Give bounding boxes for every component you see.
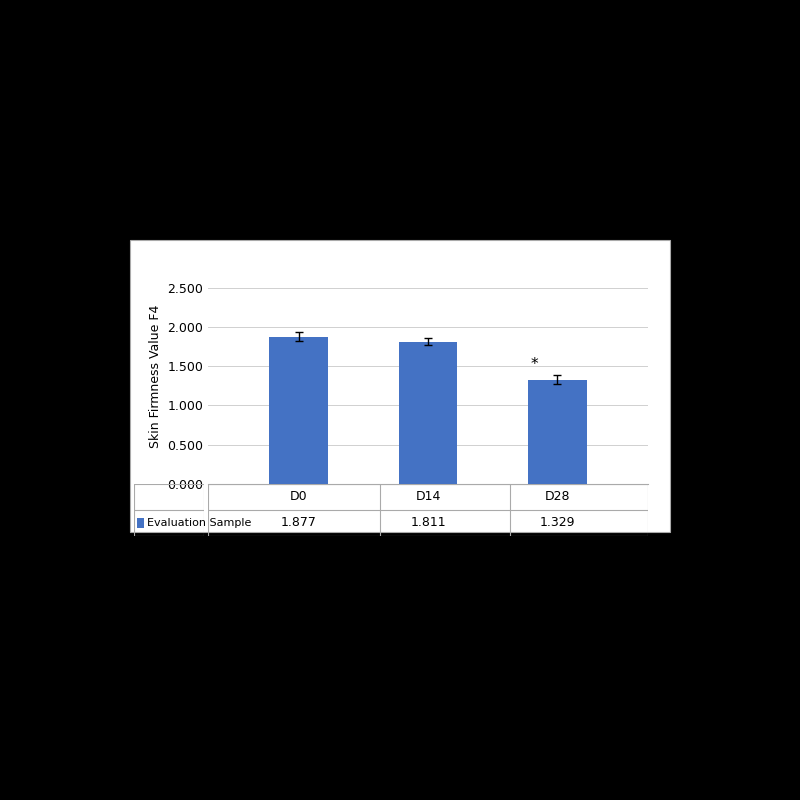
Y-axis label: Skin Firmness Value F4: Skin Firmness Value F4 — [149, 304, 162, 448]
Text: 1.811: 1.811 — [410, 517, 446, 530]
Bar — [137, 518, 144, 528]
Text: Evaluation Sample: Evaluation Sample — [147, 518, 251, 528]
Text: D0: D0 — [290, 490, 307, 503]
Text: 1.329: 1.329 — [540, 517, 575, 530]
Text: 1.877: 1.877 — [281, 517, 317, 530]
Bar — [270, 337, 328, 484]
Text: D14: D14 — [415, 490, 441, 503]
Text: D28: D28 — [545, 490, 570, 503]
Bar — [399, 342, 457, 484]
Bar — [528, 380, 586, 484]
Text: *: * — [530, 357, 538, 372]
